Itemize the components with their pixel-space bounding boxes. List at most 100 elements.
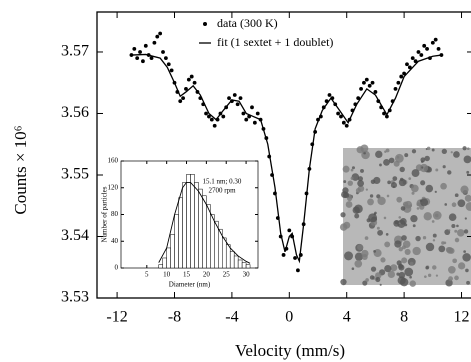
particle	[457, 199, 465, 207]
particle	[425, 185, 433, 193]
particle	[398, 264, 403, 269]
particle	[380, 257, 385, 262]
data-point	[236, 102, 240, 106]
x-tick-label: 0	[285, 309, 293, 326]
histogram-bar	[202, 196, 206, 268]
x-tick-label: 8	[400, 309, 408, 326]
data-point	[417, 50, 421, 54]
y-tick-label: 0	[115, 264, 119, 272]
particle	[348, 180, 353, 185]
data-point	[368, 84, 372, 88]
particle	[464, 155, 471, 163]
data-point	[210, 118, 214, 122]
histogram-bar	[226, 245, 230, 268]
data-point	[399, 75, 403, 79]
particle	[410, 280, 416, 286]
histogram-bar	[206, 204, 210, 268]
particle	[346, 201, 353, 208]
particle	[443, 165, 446, 168]
data-point	[296, 268, 300, 272]
data-point	[394, 87, 398, 91]
particle	[400, 178, 404, 182]
particle	[466, 281, 470, 285]
particle	[386, 149, 390, 153]
particle	[365, 278, 369, 282]
particle	[432, 220, 435, 223]
data-point	[362, 81, 366, 85]
particle	[462, 253, 471, 262]
data-point	[293, 256, 297, 260]
histogram-bar	[234, 256, 238, 268]
legend-swatch	[203, 22, 207, 26]
data-point	[181, 96, 185, 100]
y-tick-label: 3.56	[61, 104, 89, 121]
annotation: 2700 rpm	[208, 187, 236, 195]
particle	[402, 245, 406, 249]
data-point	[434, 38, 438, 42]
x-tick-label: -12	[106, 309, 127, 326]
histogram-bar	[210, 215, 214, 269]
data-point	[144, 44, 148, 48]
data-point	[419, 53, 423, 57]
particle	[452, 202, 457, 207]
x-tick-label: 15	[183, 271, 191, 279]
data-point	[437, 47, 441, 51]
particle	[409, 276, 412, 279]
particle	[357, 180, 364, 187]
particle	[420, 198, 428, 206]
particle	[399, 272, 406, 279]
data-point	[170, 69, 174, 73]
particle	[464, 229, 468, 233]
particle	[340, 212, 345, 217]
particle	[448, 276, 453, 281]
particle	[454, 276, 459, 281]
particle	[421, 160, 424, 163]
y-tick-label: 3.55	[61, 166, 89, 183]
data-point	[138, 50, 142, 54]
particle	[465, 217, 467, 219]
histogram-bar	[187, 174, 191, 268]
data-point	[431, 41, 435, 45]
particle	[420, 164, 428, 172]
particle	[401, 235, 407, 241]
histogram-bar	[194, 182, 198, 268]
particle	[383, 159, 390, 166]
particle	[380, 284, 382, 286]
data-point	[287, 228, 291, 232]
particle	[384, 217, 387, 220]
particle	[370, 194, 373, 197]
particle	[410, 215, 417, 222]
data-point	[342, 121, 346, 125]
x-tick-label: 25	[223, 271, 231, 279]
histogram-bar	[246, 265, 250, 268]
particle	[365, 236, 369, 240]
particle	[384, 241, 390, 247]
particle	[455, 238, 460, 243]
particle	[447, 170, 451, 174]
particle	[396, 197, 402, 203]
data-point	[158, 32, 162, 36]
y-tick-label: 80	[111, 210, 119, 218]
particle	[413, 224, 416, 227]
particle	[354, 260, 362, 268]
histogram-bar	[222, 238, 226, 268]
particle	[412, 247, 420, 255]
particle	[421, 166, 423, 168]
y-tick-label: 120	[108, 183, 119, 191]
particle	[436, 275, 438, 277]
particle	[400, 278, 408, 286]
x-tick-label: 12	[454, 309, 470, 326]
data-point	[178, 99, 182, 103]
data-point	[365, 78, 369, 82]
legend-label: data (300 K)	[217, 16, 278, 30]
particle	[401, 206, 406, 211]
particle	[351, 169, 354, 172]
particle	[458, 262, 465, 269]
particle	[387, 195, 390, 198]
particle	[373, 250, 376, 253]
x-axis-label: Velocity (mm/s)	[235, 341, 345, 360]
histogram-bar	[183, 182, 187, 268]
particle	[433, 239, 435, 241]
particle	[361, 250, 368, 257]
particle	[375, 277, 380, 282]
